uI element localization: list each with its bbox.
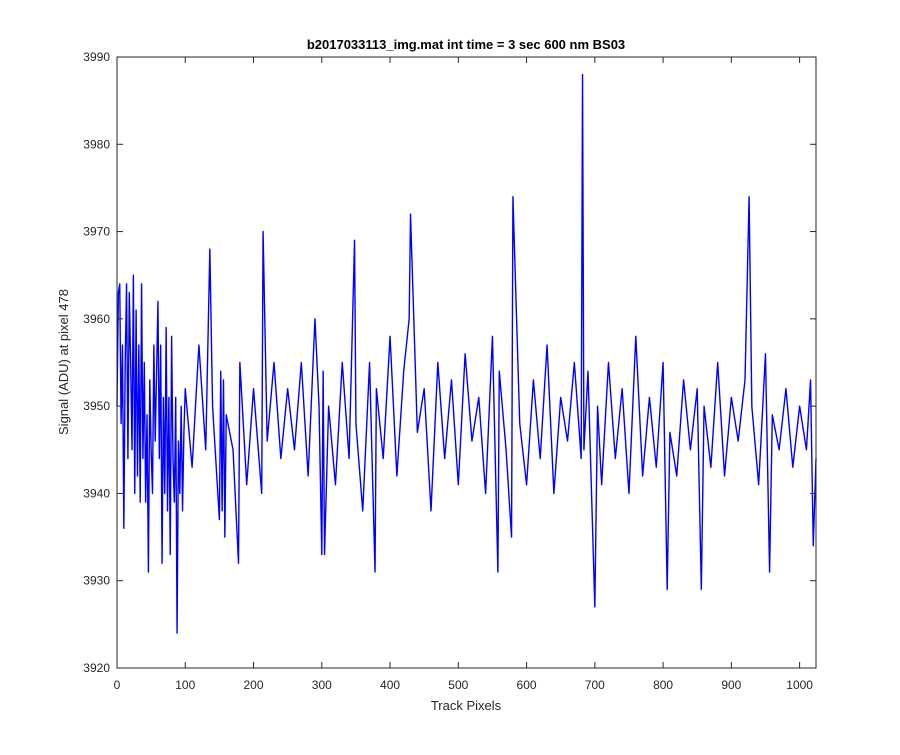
chart-title: b2017033113_img.mat int time = 3 sec 600… — [307, 37, 625, 52]
y-tick-label: 3970 — [83, 225, 110, 239]
series-line-0 — [116, 73, 817, 634]
x-axis: 0 100 200 300 400 500 600 700 800 900 1000 — [114, 57, 813, 692]
y-tick-label: 3990 — [83, 50, 110, 64]
y-tick-label: 3940 — [83, 486, 110, 500]
x-tick-label: 700 — [585, 678, 605, 692]
x-tick-label: 800 — [653, 678, 673, 692]
y-tick-label: 3920 — [83, 661, 110, 675]
y-tick-label: 3980 — [83, 137, 110, 151]
y-tick-label: 3930 — [83, 574, 110, 588]
x-axis-label: Track Pixels — [431, 698, 502, 713]
y-tick-label: 3960 — [83, 312, 110, 326]
y-tick-label: 3950 — [83, 399, 110, 413]
x-tick-label: 0 — [114, 678, 121, 692]
x-tick-label: 900 — [721, 678, 741, 692]
x-tick-label: 300 — [312, 678, 332, 692]
series-layer — [116, 73, 817, 634]
y-axis-label: Signal (ADU) at pixel 478 — [56, 289, 71, 435]
x-tick-label: 100 — [175, 678, 195, 692]
y-axis: 3920 3930 3940 3950 3960 3970 3980 3990 — [83, 50, 816, 675]
x-tick-label: 500 — [448, 678, 468, 692]
x-tick-label: 1000 — [786, 678, 813, 692]
x-tick-label: 400 — [380, 678, 400, 692]
plot-frame — [116, 56, 817, 669]
x-tick-label: 200 — [244, 678, 264, 692]
x-tick-label: 600 — [517, 678, 537, 692]
